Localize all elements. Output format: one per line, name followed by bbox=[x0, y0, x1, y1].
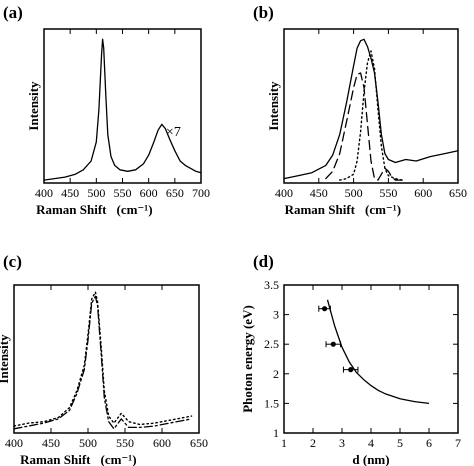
x-tick-label: 600 bbox=[140, 186, 158, 200]
x-tick-label: 7 bbox=[455, 436, 461, 450]
data-point bbox=[330, 341, 336, 347]
plot-frame bbox=[43, 28, 202, 184]
x-tick-label: 400 bbox=[5, 436, 23, 450]
y-axis-label: Photon energy (eV) bbox=[240, 305, 255, 413]
x-axis-unit: (cm⁻¹) bbox=[117, 202, 153, 217]
x-tick-label: 550 bbox=[116, 436, 134, 450]
x-tick-label: 1 bbox=[281, 436, 287, 450]
x-tick-label: 400 bbox=[35, 186, 53, 200]
panel-c: (c) 400 450 500 550 600 650 Raman Shift (cm⁻¹) In… bbox=[0, 252, 208, 466]
x-axis-unit: (cm⁻¹) bbox=[101, 452, 137, 466]
x-axis-label: Raman Shift bbox=[20, 452, 91, 466]
y-axis-label: Intensity bbox=[26, 81, 41, 131]
panel-a: (a) 400 450 500 550 600 650 700 Raman Shift (cm⁻¹… bbox=[3, 3, 210, 217]
x-tick-label: 400 bbox=[275, 186, 293, 200]
y-axis-label: Intensity bbox=[0, 334, 11, 384]
fit-curve bbox=[326, 299, 430, 405]
x-tick-label: 500 bbox=[87, 186, 105, 200]
plot-frame bbox=[13, 284, 200, 434]
series-line-dashed bbox=[325, 72, 403, 181]
panel-label: (c) bbox=[3, 252, 22, 271]
x-tick-label: 700 bbox=[192, 186, 210, 200]
x-tick-label: 5 bbox=[397, 436, 403, 450]
series-line-dotted bbox=[13, 291, 193, 427]
data-point bbox=[322, 306, 328, 312]
x-tick-label: 600 bbox=[153, 436, 171, 450]
panel-b: (b) 400 450 500 550 600 650 Raman Shift (cm⁻¹) In… bbox=[253, 3, 467, 217]
x-axis-label: Raman Shift bbox=[285, 202, 356, 217]
plot-frame bbox=[283, 28, 459, 184]
x-tick-label: 6 bbox=[426, 436, 432, 450]
x-tick-label: 550 bbox=[379, 186, 397, 200]
data-point bbox=[348, 367, 354, 373]
x-tick-label: 450 bbox=[310, 186, 328, 200]
x-tick-label: 600 bbox=[414, 186, 432, 200]
panel-label: (d) bbox=[253, 252, 274, 271]
y-tick-label: 3 bbox=[273, 308, 279, 322]
series-line-dashdot bbox=[13, 295, 193, 430]
x-axis-unit: (cm⁻¹) bbox=[365, 202, 401, 217]
x-tick-label: 450 bbox=[61, 186, 79, 200]
x-tick-label: 650 bbox=[166, 186, 184, 200]
y-tick-label: 2 bbox=[273, 367, 279, 381]
x-tick-label: 450 bbox=[42, 436, 60, 450]
x-tick-label: 650 bbox=[190, 436, 208, 450]
series-line-dotted bbox=[339, 50, 403, 181]
annotation-x7: ×7 bbox=[166, 125, 181, 140]
panel-label: (a) bbox=[3, 3, 23, 22]
x-tick-label: 500 bbox=[345, 186, 363, 200]
x-tick-label: 3 bbox=[339, 436, 345, 450]
x-tick-label: 500 bbox=[79, 436, 97, 450]
x-axis-label: d (nm) bbox=[352, 452, 389, 466]
y-tick-label: 1.5 bbox=[264, 396, 279, 410]
x-tick-label: 4 bbox=[368, 436, 374, 450]
y-tick-label: 3.5 bbox=[264, 278, 279, 292]
y-tick-label: 2.5 bbox=[264, 337, 279, 351]
x-tick-label: 550 bbox=[114, 186, 132, 200]
plot-frame bbox=[283, 284, 459, 434]
x-tick-label: 2 bbox=[310, 436, 316, 450]
y-axis-label: Intensity bbox=[266, 81, 281, 131]
panel-label: (b) bbox=[253, 3, 274, 22]
series-line-solid bbox=[283, 38, 459, 180]
series-line-solid bbox=[43, 38, 202, 181]
y-tick-label: 1 bbox=[273, 426, 279, 440]
x-axis-label: Raman Shift bbox=[36, 202, 107, 217]
x-tick-label: 650 bbox=[449, 186, 467, 200]
panel-d: (d) 1 2 3 4 5 6 7 1 1.5 2 2.5 3 3.5 d (nm) Photon energ… bbox=[240, 252, 461, 466]
